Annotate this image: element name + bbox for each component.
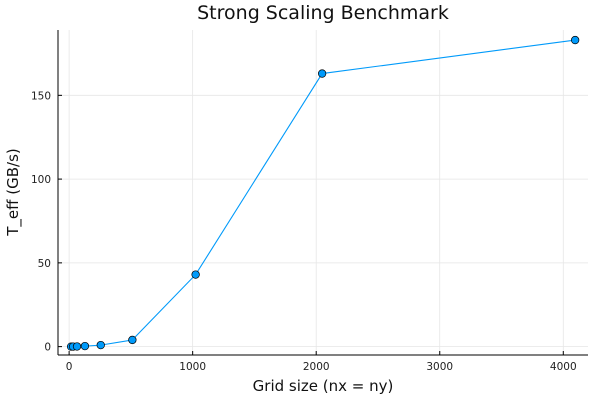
chart-title: Strong Scaling Benchmark <box>197 2 449 24</box>
x-tick-label: 0 <box>66 361 73 373</box>
data-point <box>317 69 327 78</box>
data-point <box>191 270 200 279</box>
x-tick-label: 4000 <box>550 361 577 373</box>
y-tick-label: 50 <box>38 258 51 270</box>
x-axis-title: Grid size (nx = ny) <box>253 377 394 395</box>
data-point <box>80 341 90 351</box>
x-tick-label: 3000 <box>426 361 453 373</box>
y-tick-label: 150 <box>31 90 51 102</box>
y-tick-label: 100 <box>31 174 51 186</box>
x-tick-label: 2000 <box>303 361 330 373</box>
y-tick-label: 0 <box>44 342 51 354</box>
axes <box>57 30 588 356</box>
tick-labels: 0 1000 2000 3000 4000 0 50 100 150 <box>31 90 577 373</box>
data-point <box>128 335 137 345</box>
grid <box>58 30 588 355</box>
series-layer <box>66 35 580 351</box>
data-point <box>571 35 580 45</box>
x-tick-label: 1000 <box>179 361 206 373</box>
data-point <box>72 342 82 351</box>
data-point <box>96 340 105 350</box>
y-axis-title: T_eff (GB/s) <box>4 148 23 236</box>
